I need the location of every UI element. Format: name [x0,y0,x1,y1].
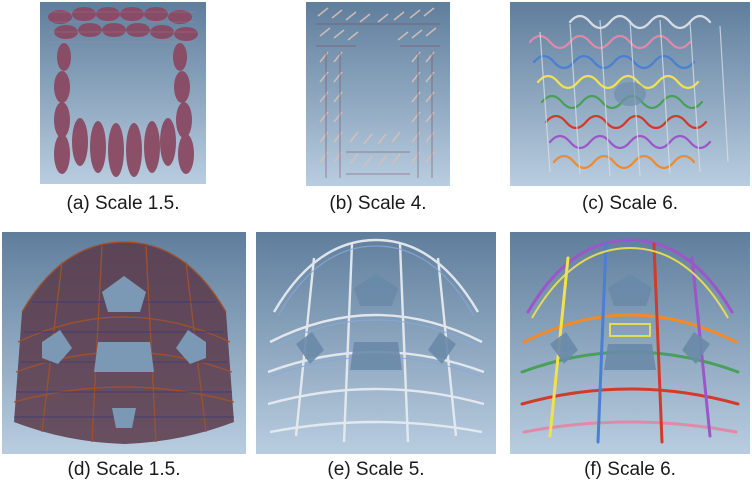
panel-a-caption: (a) Scale 1.5. [66,193,180,214]
panel-b-caption: (b) Scale 4. [329,193,427,214]
panel-d-caption: (d) Scale 1.5. [67,459,181,480]
panel-f-image [510,232,750,454]
panel-a-image [40,2,206,184]
panel-c-image [510,2,750,186]
panel-e-caption: (e) Scale 5. [327,459,425,480]
panel-e-image [256,232,496,454]
panel-d-image [2,232,246,454]
panel-c-caption: (c) Scale 6. [581,193,679,214]
panel-f-caption: (f) Scale 6. [584,459,676,480]
panel-b-image [306,2,450,186]
